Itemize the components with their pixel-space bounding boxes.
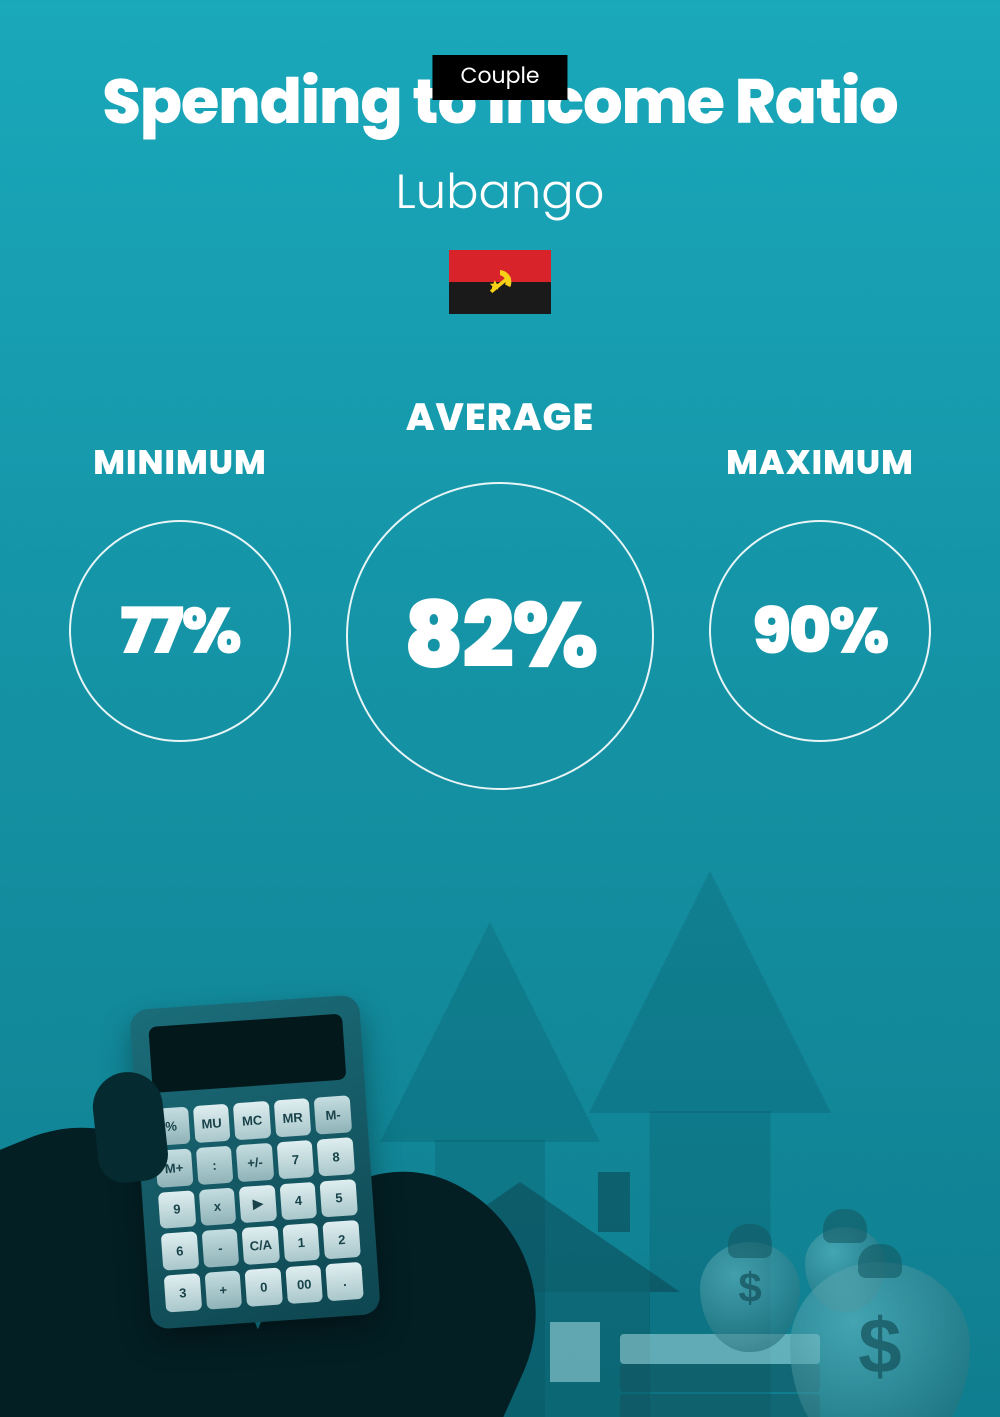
calculator-key: M- [314,1095,352,1134]
calculator-keys: %MUMCMRM- M+:+/-78 9x▶45 6-C/A12 3+000. [152,1095,364,1312]
calculator-key: + [204,1271,242,1310]
money-bag-icon [805,1227,885,1312]
calculator-key: MU [193,1104,231,1143]
calculator-key: 7 [276,1140,314,1179]
calculator-key: % [152,1107,190,1146]
calculator-key: 5 [320,1179,358,1218]
money-bag-icon: $ [790,1262,970,1417]
house-icon [360,1182,700,1417]
dollar-sign-icon: $ [858,1301,901,1392]
calculator-key: +/- [236,1143,274,1182]
stat-maximum-circle: 90% [709,520,931,742]
stat-minimum-label: MINIMUM [69,437,291,488]
stat-average-circle: 82% [346,482,654,790]
calculator-key: MR [274,1098,312,1137]
calculator-key: 2 [323,1220,361,1259]
stat-minimum-circle: 77% [69,520,291,742]
stat-average-label: AVERAGE [346,389,654,446]
category-badge: Couple [432,55,567,100]
calculator-key: 9 [158,1190,196,1229]
calculator-key: 8 [317,1137,355,1176]
cash-stack-icon [620,1332,830,1417]
flag-emblem-icon [483,265,517,299]
stat-maximum-value: 90% [753,584,888,679]
calculator-key: x [198,1187,236,1226]
calculator-key: 6 [161,1232,199,1271]
stat-maximum: MAXIMUM 90% [709,437,931,742]
calculator-key: ▶ [239,1184,277,1223]
dollar-sign-icon: $ [738,1264,761,1312]
calculator-key: M+ [155,1148,193,1187]
calculator-key: - [201,1229,239,1268]
calculator-key: C/A [242,1226,280,1265]
calculator-screen [148,1014,346,1093]
stat-average-value: 82% [404,567,597,705]
stat-minimum: MINIMUM 77% [69,437,291,742]
calculator-icon: %MUMCMRM- M+:+/-78 9x▶45 6-C/A12 3+000. [129,994,381,1329]
calculator-key: : [195,1145,233,1184]
calculator-key: 4 [279,1181,317,1220]
statistics-row: MINIMUM 77% AVERAGE 82% MAXIMUM 90% [0,389,1000,790]
calculator-key: 00 [285,1265,323,1304]
hands-holding-calculator: %MUMCMRM- M+:+/-78 9x▶45 6-C/A12 3+000. [0,952,540,1417]
decorative-illustration: $ $ %MUMCMRM- M+:+/-78 9x▶45 6-C/A12 3+000. [0,852,1000,1417]
up-arrow-icon [380,922,600,1142]
country-flag-angola [449,250,551,314]
calculator-key: 1 [282,1223,320,1262]
calculator-key: . [326,1262,364,1301]
calculator-key: MC [233,1101,271,1140]
stat-minimum-value: 77% [120,584,240,679]
calculator-key: 0 [245,1268,283,1307]
money-bag-icon: $ [700,1242,800,1352]
up-arrow-icon [589,871,831,1113]
calculator-key: 3 [164,1273,202,1312]
location-subtitle: Lubango [0,156,1000,228]
stat-average: AVERAGE 82% [346,389,654,790]
stat-maximum-label: MAXIMUM [709,437,931,488]
